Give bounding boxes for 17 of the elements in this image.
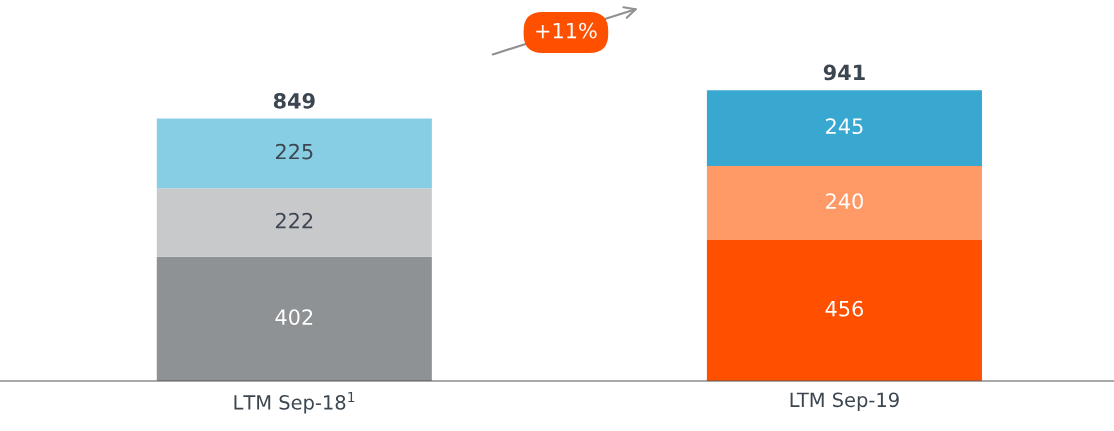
text: +11%	[536, 22, 597, 39]
bar	[706, 165, 982, 241]
x-tick-label: LTM Sep-18$^{1}$	[234, 392, 355, 414]
data-label: 245	[826, 118, 863, 135]
data-label: 402	[275, 309, 313, 325]
bar	[706, 90, 982, 166]
data-label: 240	[826, 193, 863, 210]
total-label: 941	[823, 64, 865, 81]
data-label: 456	[825, 300, 864, 317]
bar	[156, 256, 432, 381]
bar	[156, 118, 432, 189]
bar	[706, 240, 982, 381]
x-tick-label: LTM Sep-19	[790, 392, 899, 411]
bar	[156, 188, 432, 257]
total-label: 849	[273, 92, 315, 109]
data-label: 222	[275, 212, 313, 229]
data-label: 225	[275, 143, 313, 160]
